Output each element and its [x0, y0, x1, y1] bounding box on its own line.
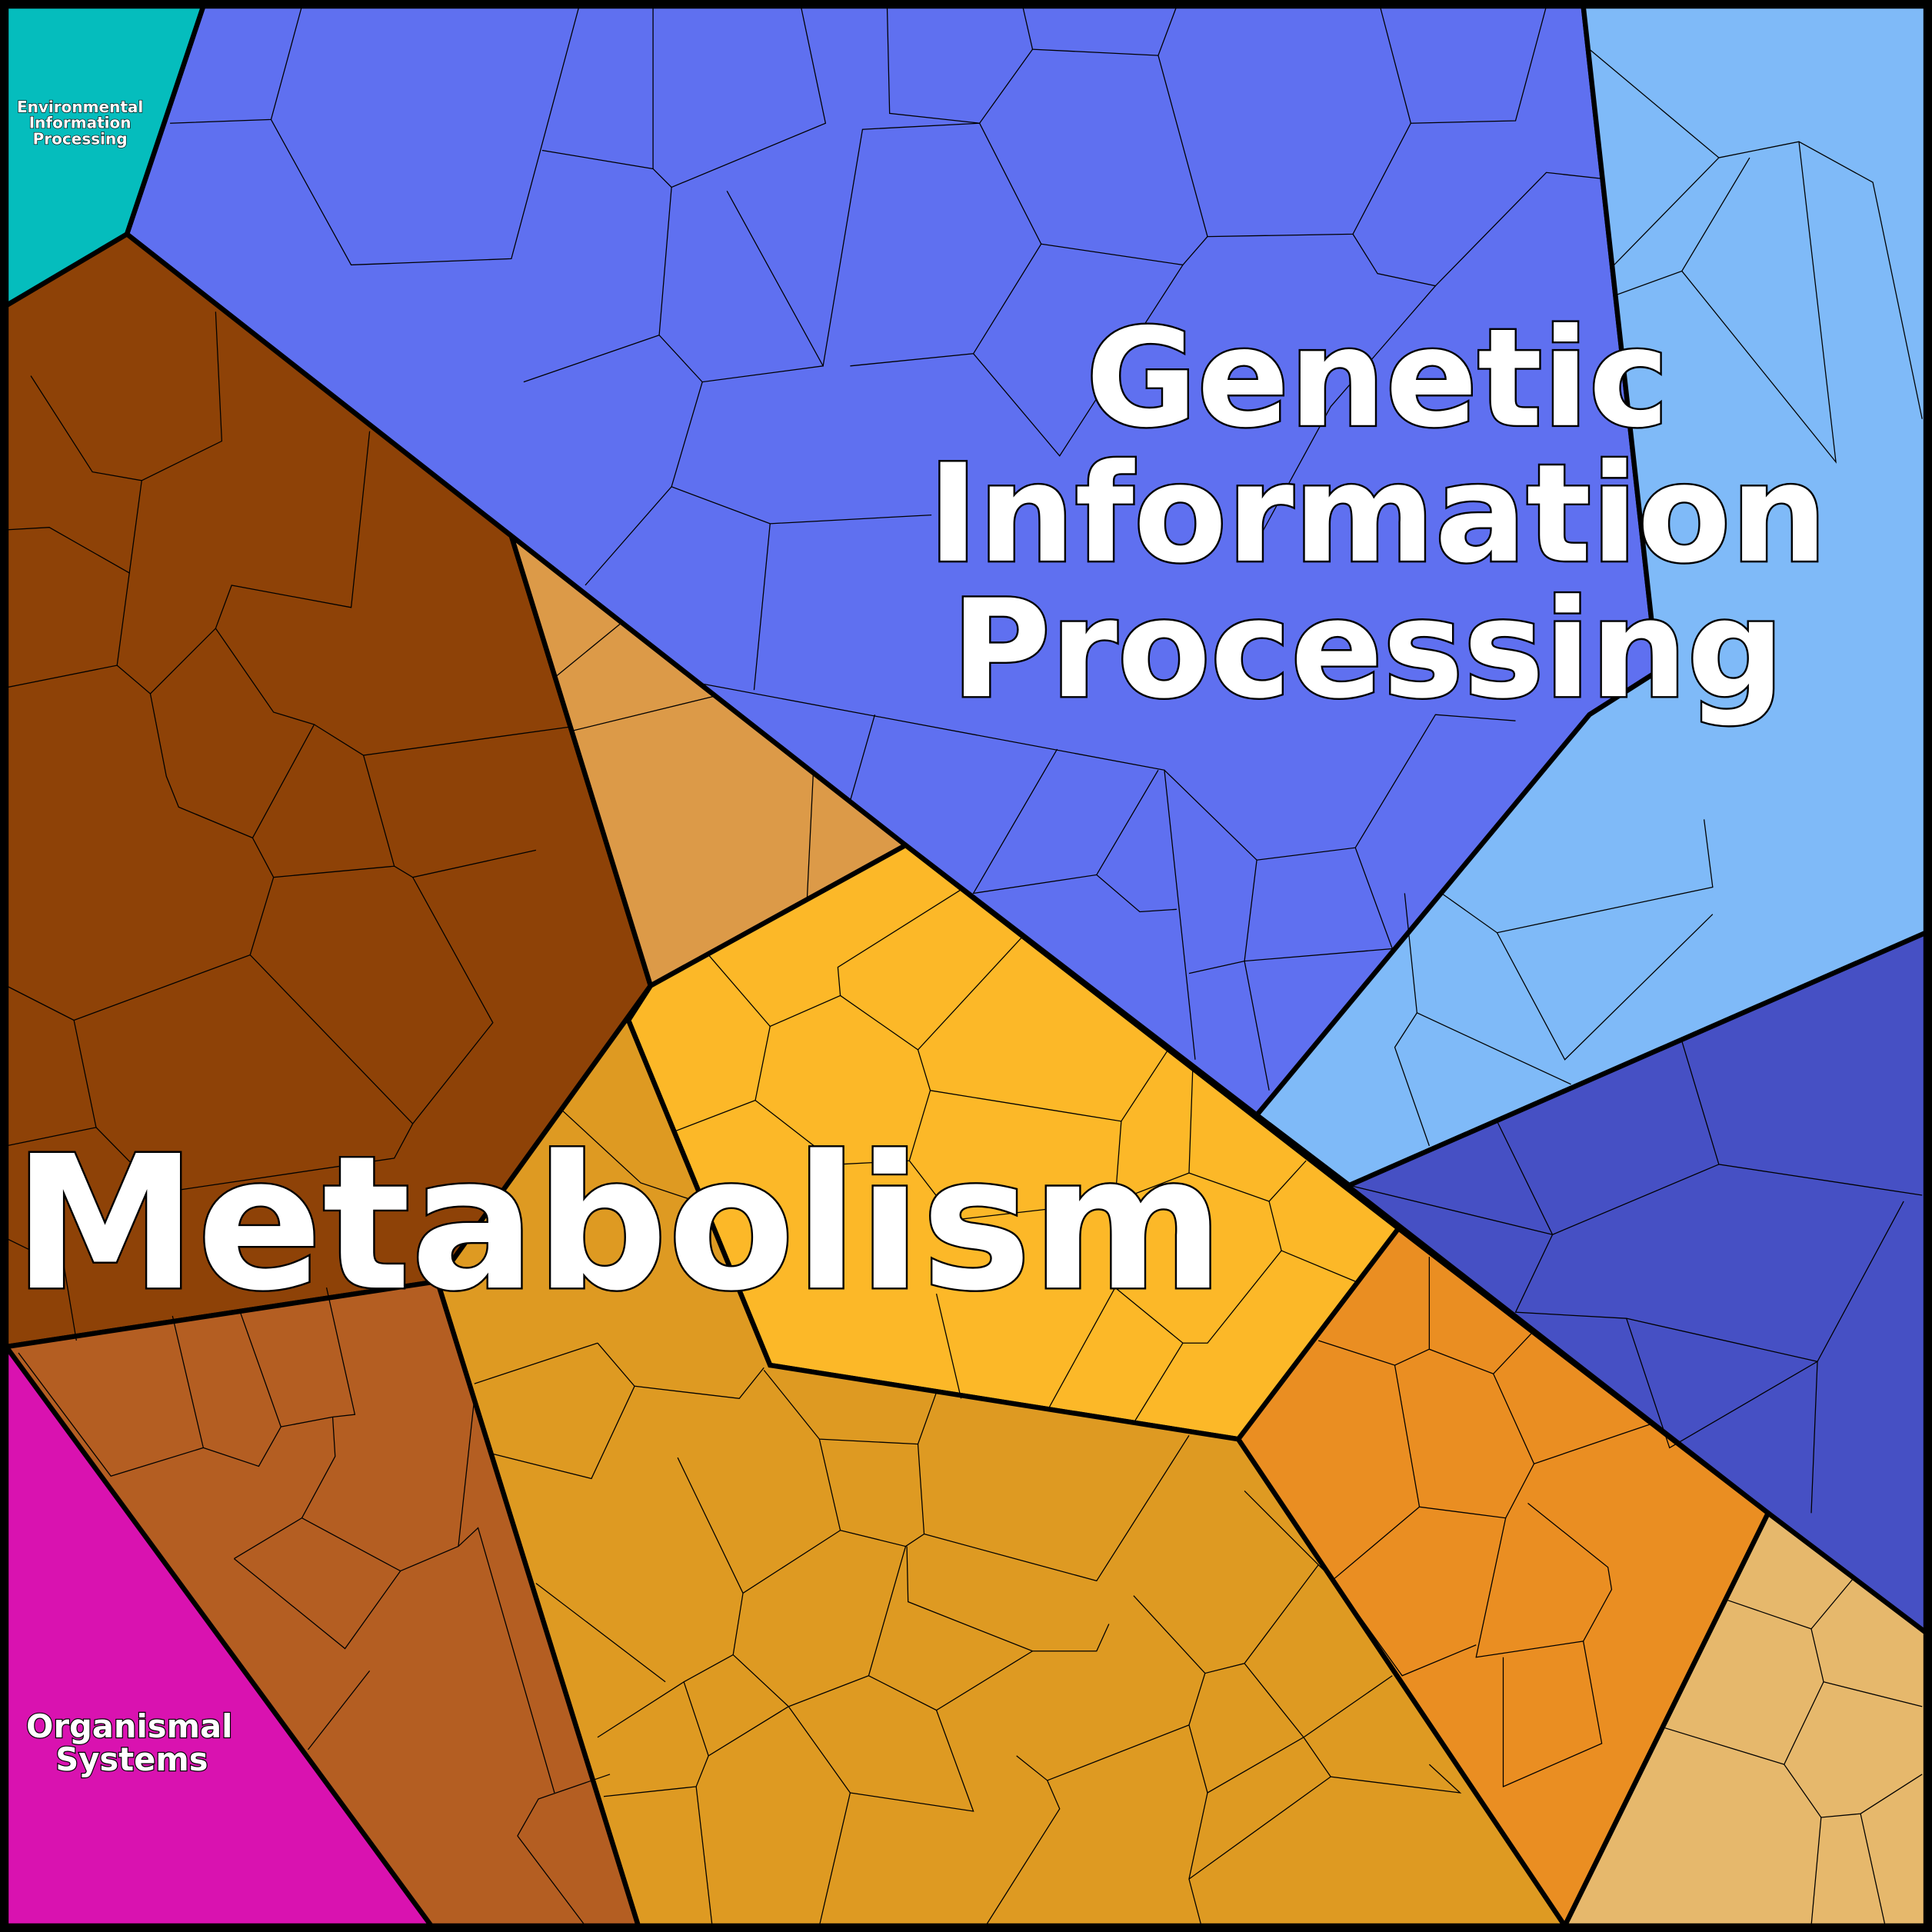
label-line: Processing	[33, 129, 128, 148]
region-organismal[interactable]	[3, 1339, 437, 1929]
label-metabolism: Metabolism	[12, 1114, 1226, 1334]
label-line: Processing	[951, 570, 1784, 728]
region-metabolism-gold[interactable]	[435, 984, 1570, 1929]
label-line: Genetic	[1086, 299, 1669, 458]
cell-borders	[5, 5, 1923, 1927]
region-metabolism-peach[interactable]	[1561, 1509, 1929, 1929]
label-line: Information	[29, 114, 132, 132]
label-line: Information	[928, 435, 1827, 593]
region-environmental[interactable]	[3, 3, 207, 310]
label-line: Systems	[55, 1740, 208, 1778]
label-line: Environmental	[17, 98, 143, 116]
label-organismal-systems: Organismal Systems	[25, 1707, 234, 1780]
label-genetic-information-processing: Genetic Information Processing	[926, 297, 1829, 730]
label-line: Metabolism	[13, 1116, 1224, 1331]
label-environmental-information-processing: Environmental Information Processing	[16, 97, 144, 148]
label-line: Organismal	[26, 1707, 232, 1745]
